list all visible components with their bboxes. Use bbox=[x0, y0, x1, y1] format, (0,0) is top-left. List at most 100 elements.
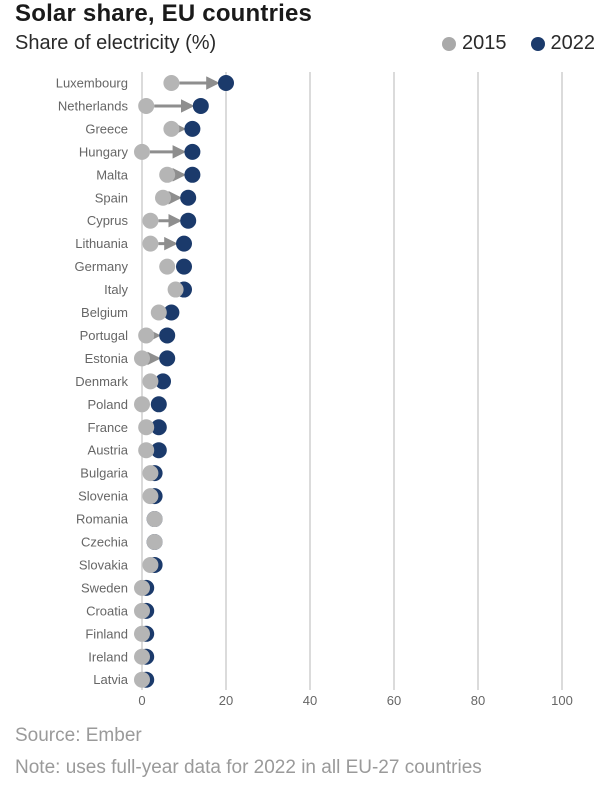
country-label-lithuania: Lithuania bbox=[75, 236, 129, 251]
row-hungary: Hungary bbox=[79, 143, 201, 160]
x-tick-label-60: 60 bbox=[387, 693, 401, 708]
country-label-hungary: Hungary bbox=[79, 144, 129, 159]
country-label-czechia: Czechia bbox=[81, 535, 129, 550]
row-portugal: Portugal bbox=[80, 327, 176, 344]
legend-item-2015: 2015 bbox=[442, 32, 507, 55]
point-2022-netherlands bbox=[192, 97, 209, 114]
country-label-spain: Spain bbox=[95, 190, 128, 205]
legend-marker-2015 bbox=[442, 36, 456, 51]
point-2022-estonia bbox=[159, 350, 176, 367]
country-label-austria: Austria bbox=[88, 443, 129, 458]
point-2015-hungary bbox=[134, 143, 150, 160]
point-2015-denmark bbox=[142, 373, 159, 390]
point-2022-belgium bbox=[163, 304, 180, 321]
point-2022-malta bbox=[184, 166, 201, 183]
row-croatia: Croatia bbox=[86, 602, 155, 619]
x-tick-label-100: 100 bbox=[551, 693, 573, 708]
point-2022-cyprus bbox=[180, 212, 197, 229]
row-bulgaria: Bulgaria bbox=[80, 465, 163, 482]
point-2015-spain bbox=[155, 189, 171, 206]
dumbbell-chart: 0 20 40 60 80 100 Luxembourg Netherlands Greece… bbox=[56, 72, 573, 708]
country-label-netherlands: Netherlands bbox=[58, 98, 129, 113]
country-label-denmark: Denmark bbox=[75, 374, 128, 389]
point-2015-austria bbox=[138, 442, 155, 459]
point-2015-italy bbox=[167, 281, 184, 298]
point-2015-bulgaria bbox=[142, 465, 159, 482]
x-tick-label-0: 0 bbox=[138, 693, 145, 708]
legend: 2015 2022 bbox=[418, 32, 595, 55]
chart-subtitle: Share of electricity (%) bbox=[15, 32, 217, 54]
point-2015-romania bbox=[146, 511, 163, 528]
point-2022-spain bbox=[180, 189, 197, 206]
country-label-sweden: Sweden bbox=[81, 580, 128, 595]
point-2022-luxembourg bbox=[218, 75, 234, 91]
legend-item-2022: 2022 bbox=[530, 32, 595, 55]
row-netherlands: Netherlands bbox=[58, 97, 209, 114]
country-label-malta: Malta bbox=[96, 167, 129, 182]
point-2022-portugal bbox=[159, 327, 176, 344]
note-text: Note: uses full-year data for 2022 in al… bbox=[15, 757, 482, 778]
point-2015-france bbox=[138, 419, 155, 436]
x-axis-ticks: 0 20 40 60 80 100 bbox=[138, 693, 572, 708]
row-estonia: Estonia bbox=[85, 350, 176, 367]
country-label-bulgaria: Bulgaria bbox=[80, 466, 128, 481]
country-label-belgium: Belgium bbox=[81, 305, 128, 320]
x-tick-label-80: 80 bbox=[471, 693, 485, 708]
row-slovenia: Slovenia bbox=[78, 488, 163, 505]
country-label-romania: Romania bbox=[76, 512, 129, 527]
row-czechia: Czechia bbox=[81, 534, 163, 550]
country-label-germany: Germany bbox=[75, 259, 129, 274]
country-label-italy: Italy bbox=[104, 282, 128, 297]
row-sweden: Sweden bbox=[81, 579, 155, 596]
point-2015-germany bbox=[159, 258, 176, 275]
point-2022-austria bbox=[150, 442, 167, 459]
point-2022-denmark bbox=[155, 373, 171, 390]
country-label-poland: Poland bbox=[88, 397, 128, 412]
country-label-finland: Finland bbox=[85, 626, 128, 641]
point-2015-poland bbox=[134, 396, 150, 413]
point-2015-ireland bbox=[134, 648, 150, 665]
point-2015-estonia bbox=[134, 350, 150, 367]
country-label-latvia: Latvia bbox=[93, 672, 128, 687]
point-2015-slovenia bbox=[142, 488, 159, 505]
row-slovakia: Slovakia bbox=[79, 556, 163, 573]
legend-marker-2022 bbox=[530, 36, 545, 51]
source-text: Source: Ember bbox=[15, 725, 142, 746]
point-2022-france bbox=[150, 419, 167, 436]
point-2015-finland bbox=[134, 625, 150, 642]
point-2015-lithuania bbox=[142, 235, 159, 252]
point-2022-greece bbox=[184, 120, 201, 137]
country-label-slovakia: Slovakia bbox=[79, 557, 129, 572]
point-2022-hungary bbox=[184, 143, 201, 160]
point-2015-malta bbox=[159, 166, 176, 183]
country-label-slovenia: Slovenia bbox=[78, 489, 129, 504]
row-greece: Greece bbox=[85, 120, 201, 137]
grid-layer bbox=[141, 72, 563, 690]
point-2015-slovakia bbox=[142, 556, 159, 573]
country-label-luxembourg: Luxembourg bbox=[56, 76, 128, 91]
point-2022-germany bbox=[176, 258, 192, 275]
point-2015-czechia bbox=[146, 534, 163, 550]
country-label-greece: Greece bbox=[85, 121, 128, 136]
row-latvia: Latvia bbox=[93, 671, 155, 688]
point-2022-poland bbox=[150, 396, 167, 413]
row-france: France bbox=[88, 419, 167, 436]
point-2015-netherlands bbox=[138, 97, 155, 114]
row-belgium: Belgium bbox=[81, 304, 180, 321]
row-romania: Romania bbox=[76, 511, 163, 528]
point-2015-portugal bbox=[138, 327, 155, 344]
row-austria: Austria bbox=[88, 442, 167, 459]
point-2015-sweden bbox=[134, 579, 150, 596]
country-label-france: France bbox=[88, 420, 128, 435]
row-malta: Malta bbox=[96, 166, 201, 183]
row-poland: Poland bbox=[88, 396, 167, 413]
point-2015-cyprus bbox=[142, 212, 159, 229]
row-spain: Spain bbox=[95, 189, 197, 206]
row-ireland: Ireland bbox=[88, 648, 155, 665]
x-tick-label-40: 40 bbox=[303, 693, 317, 708]
rows-layer: Luxembourg Netherlands Greece Hungary Malta S… bbox=[56, 75, 234, 688]
row-luxembourg: Luxembourg bbox=[56, 75, 234, 91]
country-label-estonia: Estonia bbox=[85, 351, 129, 366]
country-label-cyprus: Cyprus bbox=[87, 213, 129, 228]
legend-label-2015: 2015 bbox=[462, 32, 507, 54]
